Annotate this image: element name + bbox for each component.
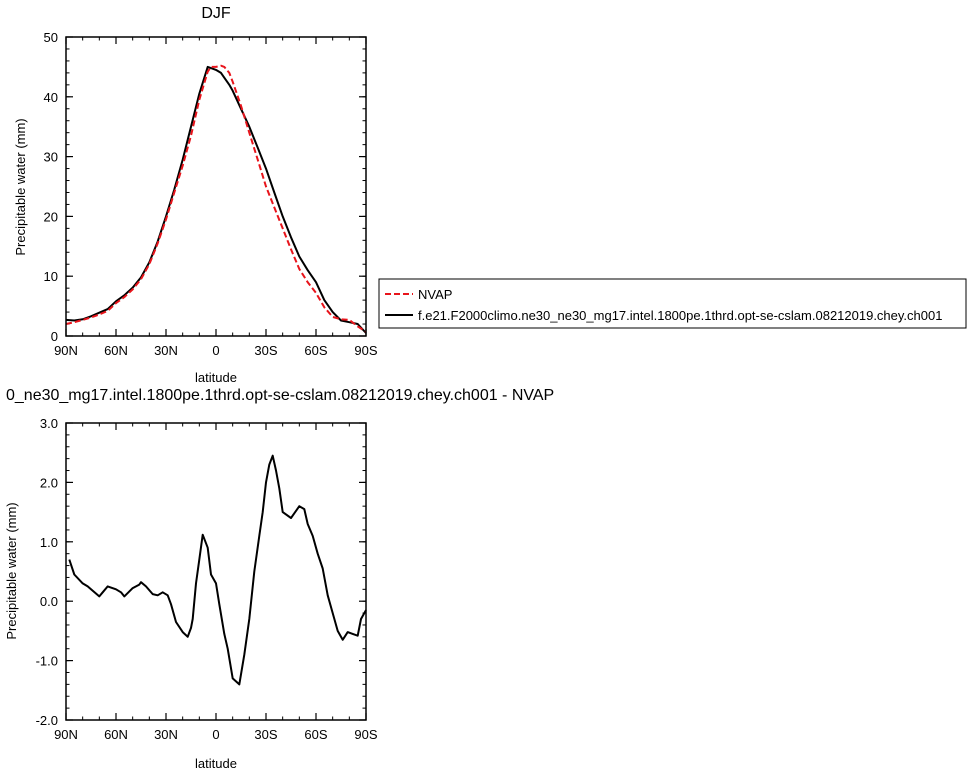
y-tick-label: -2.0	[36, 713, 58, 728]
x-tick-label: 90N	[54, 343, 78, 358]
chart-title: DJF	[201, 5, 231, 22]
x-tick-label: 60S	[304, 343, 327, 358]
x-axis-label: latitude	[195, 756, 237, 771]
x-tick-label: 90S	[354, 343, 377, 358]
plot-frame	[65, 422, 367, 721]
x-tick-label: 0	[212, 343, 219, 358]
y-tick-label: 50	[44, 30, 58, 45]
y-tick-label: 20	[44, 209, 58, 224]
x-tick-label: 60N	[104, 343, 128, 358]
y-tick-label: 0.0	[40, 594, 58, 609]
tick-layer: 90N 60N 30N 0 30S 60S 90S 0 10 20 30 40 50	[44, 30, 378, 358]
y-tick-label: 40	[44, 90, 58, 105]
legend-label-model: f.e21.F2000climo.ne30_ne30_mg17.intel.18…	[418, 308, 942, 323]
x-tick-label: 30N	[154, 343, 178, 358]
x-tick-label: 90N	[54, 727, 78, 742]
y-tick-label: 0	[51, 329, 58, 344]
series-line-model	[68, 454, 367, 686]
y-tick-label: 3.0	[40, 416, 58, 431]
y-axis-label: Precipitable water (mm)	[4, 502, 19, 639]
series-line-model	[65, 65, 367, 334]
tick-layer: 90N 60N 30N 0 30S 60S 90S -2.0 -1.0 0.0 1.0 2.0 3.0	[36, 416, 378, 742]
chart-panel-difference: 0_ne30_mg17.intel.1800pe.1thrd.opt-se-cs…	[4, 387, 554, 771]
y-axis-label: Precipitable water (mm)	[13, 118, 28, 255]
x-tick-label: 30S	[254, 727, 277, 742]
legend-label-nvap: NVAP	[418, 287, 452, 302]
y-tick-label: -1.0	[36, 654, 58, 669]
plot-frame	[65, 36, 367, 337]
y-tick-label: 30	[44, 150, 58, 165]
x-tick-label: 60N	[104, 727, 128, 742]
x-tick-label: 30N	[154, 727, 178, 742]
legend: NVAP f.e21.F2000climo.ne30_ne30_mg17.int…	[378, 278, 967, 329]
legend-box	[378, 278, 967, 329]
x-tick-label: 30S	[254, 343, 277, 358]
chart-panel-djf: DJF Precipitable water (mm) latitude 90N…	[13, 5, 378, 385]
series-layer	[68, 454, 367, 686]
series-layer	[65, 64, 367, 334]
y-tick-label: 1.0	[40, 535, 58, 550]
y-tick-label: 10	[44, 269, 58, 284]
chart-title: 0_ne30_mg17.intel.1800pe.1thrd.opt-se-cs…	[6, 387, 554, 404]
x-tick-label: 0	[212, 727, 219, 742]
x-tick-label: 90S	[354, 727, 377, 742]
y-tick-label: 2.0	[40, 475, 58, 490]
x-tick-label: 60S	[304, 727, 327, 742]
x-axis-label: latitude	[195, 370, 237, 385]
